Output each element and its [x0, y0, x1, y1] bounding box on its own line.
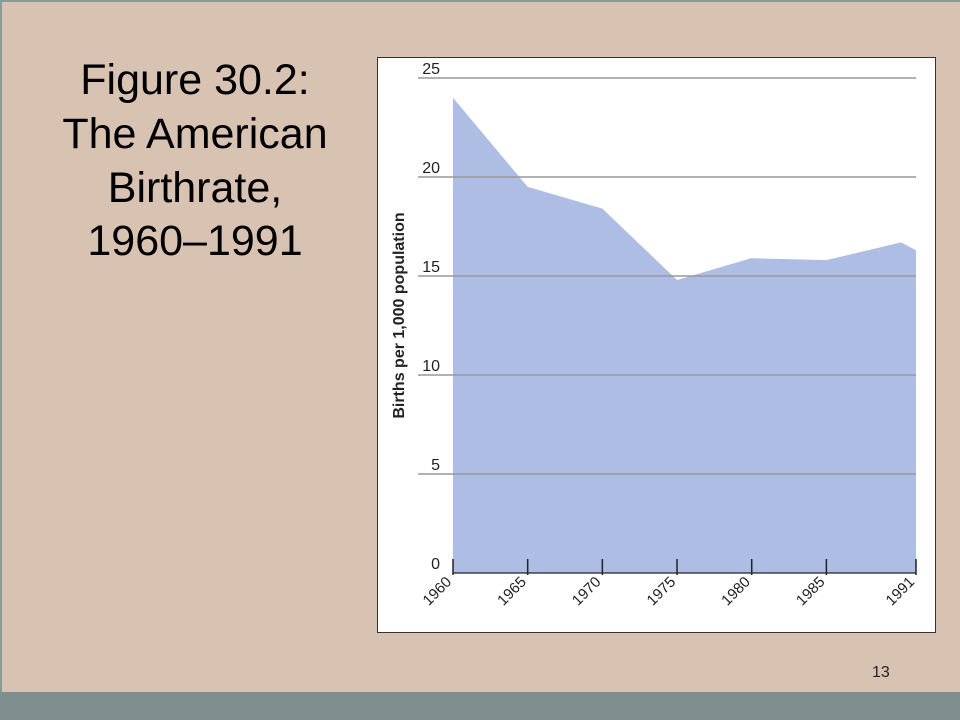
y-tick-label-10: 10: [422, 358, 440, 375]
y-tick-label-15: 15: [422, 259, 440, 276]
y-tick-label-0: 0: [431, 556, 440, 573]
slide-title: Figure 30.2: The American Birthrate, 196…: [62, 56, 328, 266]
x-tick-label-1991: 1991: [883, 574, 919, 610]
x-tick-label-1980: 1980: [718, 574, 754, 610]
chart-panel: 0 5 10 15 20 25 1960 1965 1970 1975 1980 1985 1991 Bi…: [377, 57, 936, 633]
birthrate-area: [453, 97, 916, 574]
x-tick-label-1960: 1960: [420, 574, 456, 610]
y-tick-label-25: 25: [422, 61, 440, 78]
y-tick-label-5: 5: [431, 457, 440, 474]
birthrate-area-chart: 0 5 10 15 20 25 1960 1965 1970 1975 1980 1985 1991 Bi…: [391, 61, 919, 610]
x-tick-label-1970: 1970: [569, 574, 605, 610]
y-axis-label: Births per 1,000 population: [391, 212, 408, 418]
slide: Figure 30.2: The American Birthrate, 196…: [0, 0, 960, 692]
x-tick-label-1975: 1975: [644, 574, 680, 610]
y-tick-label-20: 20: [422, 160, 440, 177]
x-tick-label-1965: 1965: [494, 574, 530, 610]
x-tick-label-1985: 1985: [793, 574, 829, 610]
footer-bar: [0, 692, 960, 720]
page-number: 13: [872, 664, 890, 681]
